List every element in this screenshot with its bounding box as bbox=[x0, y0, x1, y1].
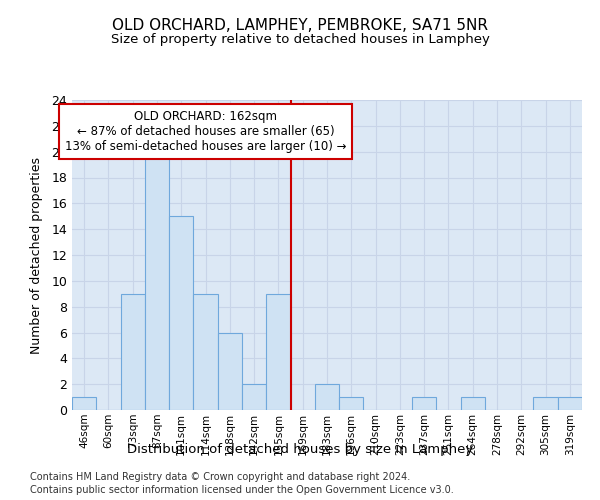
Text: Distribution of detached houses by size in Lamphey: Distribution of detached houses by size … bbox=[127, 442, 473, 456]
Bar bbox=[412, 397, 436, 410]
Bar bbox=[315, 384, 339, 410]
Bar bbox=[145, 152, 169, 410]
Text: Contains HM Land Registry data © Crown copyright and database right 2024.: Contains HM Land Registry data © Crown c… bbox=[30, 472, 410, 482]
Bar bbox=[461, 397, 485, 410]
Bar bbox=[242, 384, 266, 410]
Bar bbox=[169, 216, 193, 410]
Bar bbox=[121, 294, 145, 410]
Bar bbox=[533, 397, 558, 410]
Bar bbox=[72, 397, 96, 410]
Bar bbox=[218, 332, 242, 410]
Y-axis label: Number of detached properties: Number of detached properties bbox=[30, 156, 43, 354]
Text: OLD ORCHARD, LAMPHEY, PEMBROKE, SA71 5NR: OLD ORCHARD, LAMPHEY, PEMBROKE, SA71 5NR bbox=[112, 18, 488, 32]
Bar bbox=[266, 294, 290, 410]
Text: Size of property relative to detached houses in Lamphey: Size of property relative to detached ho… bbox=[110, 32, 490, 46]
Text: OLD ORCHARD: 162sqm
← 87% of detached houses are smaller (65)
13% of semi-detach: OLD ORCHARD: 162sqm ← 87% of detached ho… bbox=[65, 110, 346, 154]
Bar bbox=[339, 397, 364, 410]
Bar bbox=[193, 294, 218, 410]
Text: Contains public sector information licensed under the Open Government Licence v3: Contains public sector information licen… bbox=[30, 485, 454, 495]
Bar bbox=[558, 397, 582, 410]
